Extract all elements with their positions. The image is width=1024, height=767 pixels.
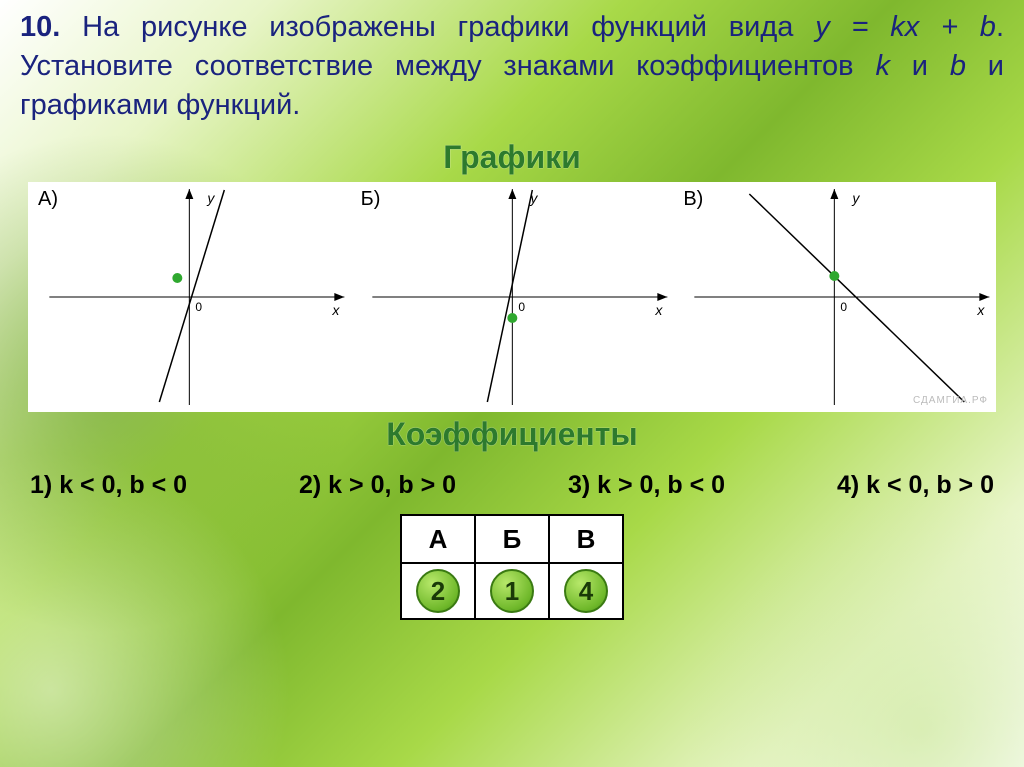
option-2: 2) k > 0, b > 0 xyxy=(299,471,456,500)
graph-b: Б) y x 0 xyxy=(351,182,674,412)
options-row: 1) k < 0, b < 0 2) k > 0, b > 0 3) k > 0… xyxy=(30,471,994,500)
graph-b-svg: y x 0 xyxy=(351,182,674,412)
graph-a: А) y x 0 xyxy=(28,182,351,412)
svg-text:0: 0 xyxy=(518,300,525,314)
svg-text:y: y xyxy=(206,190,215,206)
option-4: 4) k < 0, b > 0 xyxy=(837,471,994,500)
answer-circle: 4 xyxy=(564,569,608,613)
svg-text:0: 0 xyxy=(195,300,202,314)
graph-c-svg: y x 0 xyxy=(673,182,996,412)
problem-text: 10. На рисунке изображены графики функци… xyxy=(20,8,1004,125)
problem-b: b xyxy=(950,50,966,82)
problem-number: 10. xyxy=(20,11,60,43)
header-c: В xyxy=(549,515,623,563)
option-3: 3) k > 0, b < 0 xyxy=(568,471,725,500)
header-b: Б xyxy=(475,515,549,563)
answer-table: А Б В 2 1 4 xyxy=(400,514,624,620)
graph-c: В) y x 0 СДАМГИА.РФ xyxy=(673,182,996,412)
svg-text:y: y xyxy=(529,190,538,206)
problem-and: и xyxy=(890,50,950,82)
header-a: А xyxy=(401,515,475,563)
svg-text:0: 0 xyxy=(841,300,848,314)
answer-circle: 1 xyxy=(490,569,534,613)
table-row: А Б В xyxy=(401,515,623,563)
svg-text:x: x xyxy=(331,302,340,318)
graph-c-label: В) xyxy=(683,188,703,211)
answer-b: 1 xyxy=(475,563,549,619)
answer-a: 2 xyxy=(401,563,475,619)
svg-text:x: x xyxy=(977,302,986,318)
graph-a-svg: y x 0 xyxy=(28,182,351,412)
svg-text:x: x xyxy=(654,302,663,318)
problem-p1: На рисунке изображены графики функций ви… xyxy=(82,11,815,43)
problem-k: k xyxy=(875,50,890,82)
problem-eq: y = kx + b xyxy=(815,11,996,43)
graph-a-label: А) xyxy=(38,188,58,211)
section-title-coeffs: Коэффициенты xyxy=(20,416,1004,453)
option-1: 1) k < 0, b < 0 xyxy=(30,471,187,500)
graph-b-label: Б) xyxy=(361,188,381,211)
section-title-graphs: Графики xyxy=(20,139,1004,176)
svg-text:y: y xyxy=(852,190,861,206)
answer-circle: 2 xyxy=(416,569,460,613)
table-row: 2 1 4 xyxy=(401,563,623,619)
graphs-panel: А) y x 0 Б) y x 0 В) y x 0 СДАМГИА.РФ xyxy=(28,182,996,412)
watermark: СДАМГИА.РФ xyxy=(913,395,988,406)
answer-c: 4 xyxy=(549,563,623,619)
